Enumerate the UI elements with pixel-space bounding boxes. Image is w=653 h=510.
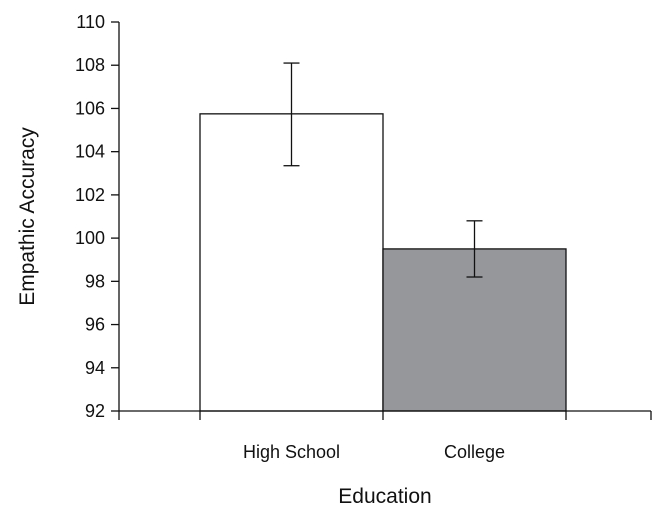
y-ticks: 92 94 96 98 100 102 104 106 108 110 <box>75 12 119 421</box>
x-category-label: College <box>444 442 505 462</box>
y-tick-label: 104 <box>75 142 105 162</box>
y-tick-label: 106 <box>75 98 105 118</box>
error-bar <box>283 62 300 167</box>
y-tick-label: 108 <box>75 55 105 75</box>
x-ticks: High School College <box>118 411 652 462</box>
y-tick-label: 100 <box>75 228 105 248</box>
y-tick-label: 92 <box>85 401 105 421</box>
axes-layer <box>118 22 651 412</box>
y-tick-label: 102 <box>75 185 105 205</box>
bars-layer <box>199 113 567 412</box>
y-tick-label: 94 <box>85 358 105 378</box>
y-axis-title: Empathic Accuracy <box>16 127 39 306</box>
y-tick-label: 110 <box>76 12 105 32</box>
x-axis-title: Education <box>338 485 431 508</box>
y-tick-label: 96 <box>85 315 105 335</box>
x-category-label: High School <box>243 442 340 462</box>
y-tick-label: 98 <box>85 271 105 291</box>
error-bar <box>466 220 483 278</box>
error-bars-layer <box>283 62 483 278</box>
